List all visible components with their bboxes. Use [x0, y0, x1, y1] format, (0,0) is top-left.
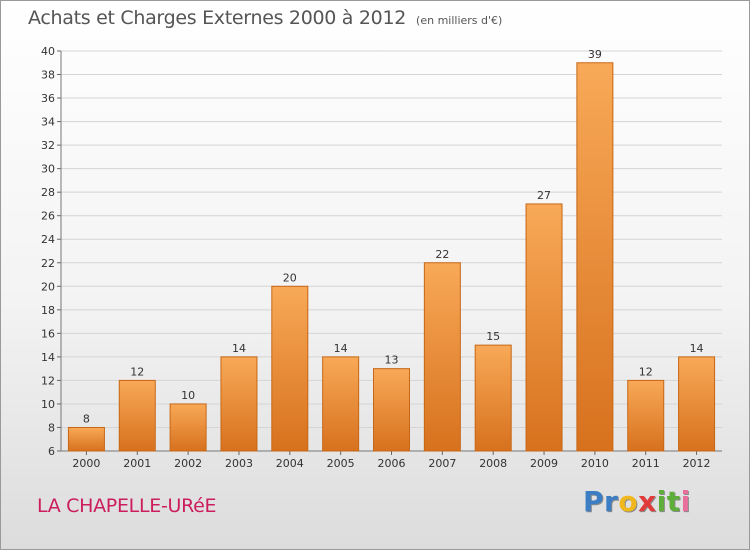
value-label-2011: 12	[639, 365, 653, 378]
value-label-2000: 8	[83, 412, 90, 425]
x-tick-label-2011: 2011	[632, 457, 660, 470]
y-tick-label-40: 40	[41, 45, 55, 58]
x-tick-label-2003: 2003	[225, 457, 253, 470]
bar-2007	[423, 262, 461, 452]
value-label-2009: 27	[537, 189, 551, 202]
y-tick-label-8: 8	[48, 421, 55, 434]
value-label-2001: 12	[130, 365, 144, 378]
y-tick-label-30: 30	[41, 163, 55, 176]
bar-2011	[627, 379, 665, 452]
y-tick-label-12: 12	[41, 374, 55, 387]
y-tick-label-16: 16	[41, 327, 55, 340]
value-label-2005: 14	[334, 342, 348, 355]
value-label-2012: 14	[690, 342, 704, 355]
value-label-2007: 22	[435, 248, 449, 261]
y-tick-label-20: 20	[41, 280, 55, 293]
y-tick-label-34: 34	[41, 116, 55, 129]
bar-2004	[271, 285, 309, 452]
bar-2006	[373, 368, 410, 452]
bars	[67, 62, 716, 452]
x-tick-label-2004: 2004	[276, 457, 304, 470]
value-label-2002: 10	[181, 389, 195, 402]
value-label-2006: 13	[385, 354, 399, 367]
bar-2010	[576, 62, 614, 452]
y-tick-label-10: 10	[41, 398, 55, 411]
x-tick-label-2001: 2001	[123, 457, 151, 470]
y-tick-label-26: 26	[41, 210, 55, 223]
bar-2012	[678, 356, 716, 452]
logo-letter: o	[618, 485, 639, 518]
value-labels: 8 12 10 14 20 14 13 22 15 27 39 12 14	[83, 48, 704, 426]
x-tick-label-2000: 2000	[72, 457, 100, 470]
y-tick-label-36: 36	[41, 92, 55, 105]
bar-2008	[474, 344, 512, 452]
proxiti-logo[interactable]: Proxiti	[583, 485, 691, 518]
y-tick-label-38: 38	[41, 69, 55, 82]
x-tick-label-2010: 2010	[581, 457, 609, 470]
x-tick-label-2009: 2009	[530, 457, 558, 470]
value-label-2003: 14	[232, 342, 246, 355]
x-tick-label-2002: 2002	[174, 457, 202, 470]
bar-2000	[67, 426, 105, 452]
logo-letter: t	[666, 485, 681, 518]
y-tick-label-22: 22	[41, 257, 55, 270]
logo-letter: i	[680, 485, 691, 518]
bar-chart: 6 8 10 12 14 16 18 20 22 24 26 28 30 32 34 36 38 40 8 12 10…	[41, 45, 722, 470]
chart-title: Achats et Charges Externes 2000 à 2012 (e…	[28, 7, 502, 29]
x-tick-label-2012: 2012	[683, 457, 711, 470]
chart-unit: (en milliers d'€)	[416, 14, 503, 27]
y-tick-label-18: 18	[41, 304, 55, 317]
y-tick-label-14: 14	[41, 351, 55, 364]
chart-title-text: Achats et Charges Externes 2000 à 2012	[28, 7, 407, 29]
x-tick-label-2007: 2007	[428, 457, 456, 470]
y-tick-label-28: 28	[41, 186, 55, 199]
value-label-2004: 20	[283, 271, 297, 284]
bar-2001	[118, 379, 156, 452]
x-tick-labels: 2000 2001 2002 2003 2004 2005 2006 2007 2008 2009…	[72, 457, 710, 470]
value-label-2008: 15	[486, 330, 500, 343]
y-tick-labels: 6 8 10 12 14 16 18 20 22 24 26 28 30 32 34 36 38 40	[41, 45, 55, 458]
x-tick-label-2008: 2008	[479, 457, 507, 470]
bar-2005	[322, 356, 360, 452]
logo-letter: x	[638, 485, 657, 518]
bar-2009	[525, 203, 563, 452]
value-label-2010: 39	[588, 48, 602, 61]
bar-2003	[220, 356, 258, 452]
logo-letter: i	[656, 485, 667, 518]
place-name: LA CHAPELLE-URéE	[37, 495, 217, 517]
x-tick-label-2005: 2005	[327, 457, 355, 470]
x-tick-label-2006: 2006	[378, 457, 406, 470]
logo-letter: P	[583, 485, 605, 518]
y-tick-label-6: 6	[48, 445, 55, 458]
y-tick-label-32: 32	[41, 139, 55, 152]
bar-2002	[169, 403, 207, 452]
y-tick-label-24: 24	[41, 233, 55, 246]
logo-letter: r	[604, 485, 619, 518]
